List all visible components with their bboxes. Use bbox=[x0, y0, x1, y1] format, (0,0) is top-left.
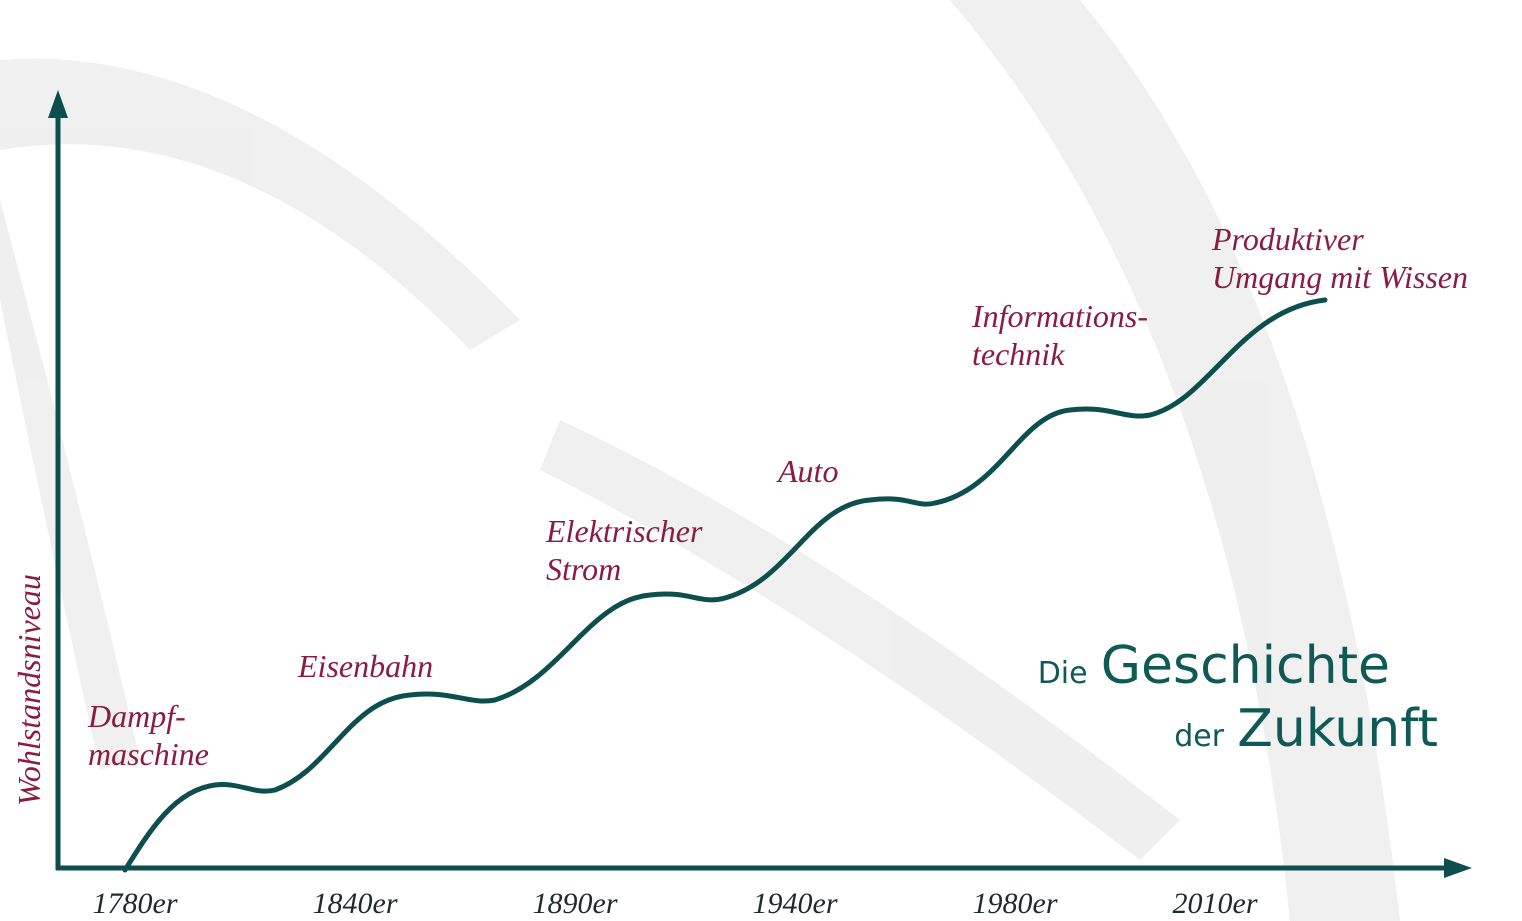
wave-label-line: maschine bbox=[88, 736, 209, 772]
y-axis-label: Wohlstandsniveau bbox=[11, 574, 47, 806]
wave-label-line: Elektrischer bbox=[545, 513, 703, 549]
wave-label-line: Umgang mit Wissen bbox=[1212, 259, 1468, 295]
x-label: 1890er bbox=[533, 887, 618, 920]
title-line-2: der Zukunft bbox=[1174, 699, 1438, 759]
wave-label-line: Produktiver bbox=[1211, 221, 1364, 257]
title-line-1: Die Geschichte bbox=[1038, 636, 1390, 696]
x-label: 1940er bbox=[753, 887, 838, 920]
wave-label-line: Informations- bbox=[971, 298, 1148, 334]
wave-label: Informations-technik bbox=[971, 298, 1148, 372]
wave-label: Eisenbahn bbox=[297, 648, 433, 684]
x-label: 1840er bbox=[313, 887, 398, 920]
wave-label-line: Eisenbahn bbox=[297, 648, 433, 684]
x-labels: 1780er 1840er 1890er 1940er 1980er 2010er bbox=[93, 887, 1258, 920]
x-arrow bbox=[1444, 858, 1472, 878]
diagram: Wohlstandsniveau Dampf-maschine Eisenbahn… bbox=[0, 0, 1522, 921]
wave-label-line: Dampf- bbox=[87, 698, 186, 734]
title-large: Geschichte bbox=[1101, 636, 1390, 696]
x-label: 1780er bbox=[93, 887, 178, 920]
wave-label: Auto bbox=[776, 453, 838, 489]
x-label: 1980er bbox=[973, 887, 1058, 920]
title-small: der bbox=[1174, 719, 1225, 754]
x-label: 2010er bbox=[1173, 887, 1258, 920]
wave-label-line: technik bbox=[972, 336, 1065, 372]
background-decoration bbox=[0, 0, 1400, 921]
title-large: Zukunft bbox=[1237, 699, 1438, 759]
title-small: Die bbox=[1038, 656, 1088, 691]
wave-label-line: Auto bbox=[776, 453, 838, 489]
wave-label-line: Strom bbox=[546, 551, 621, 587]
wave-curve bbox=[125, 300, 1325, 870]
